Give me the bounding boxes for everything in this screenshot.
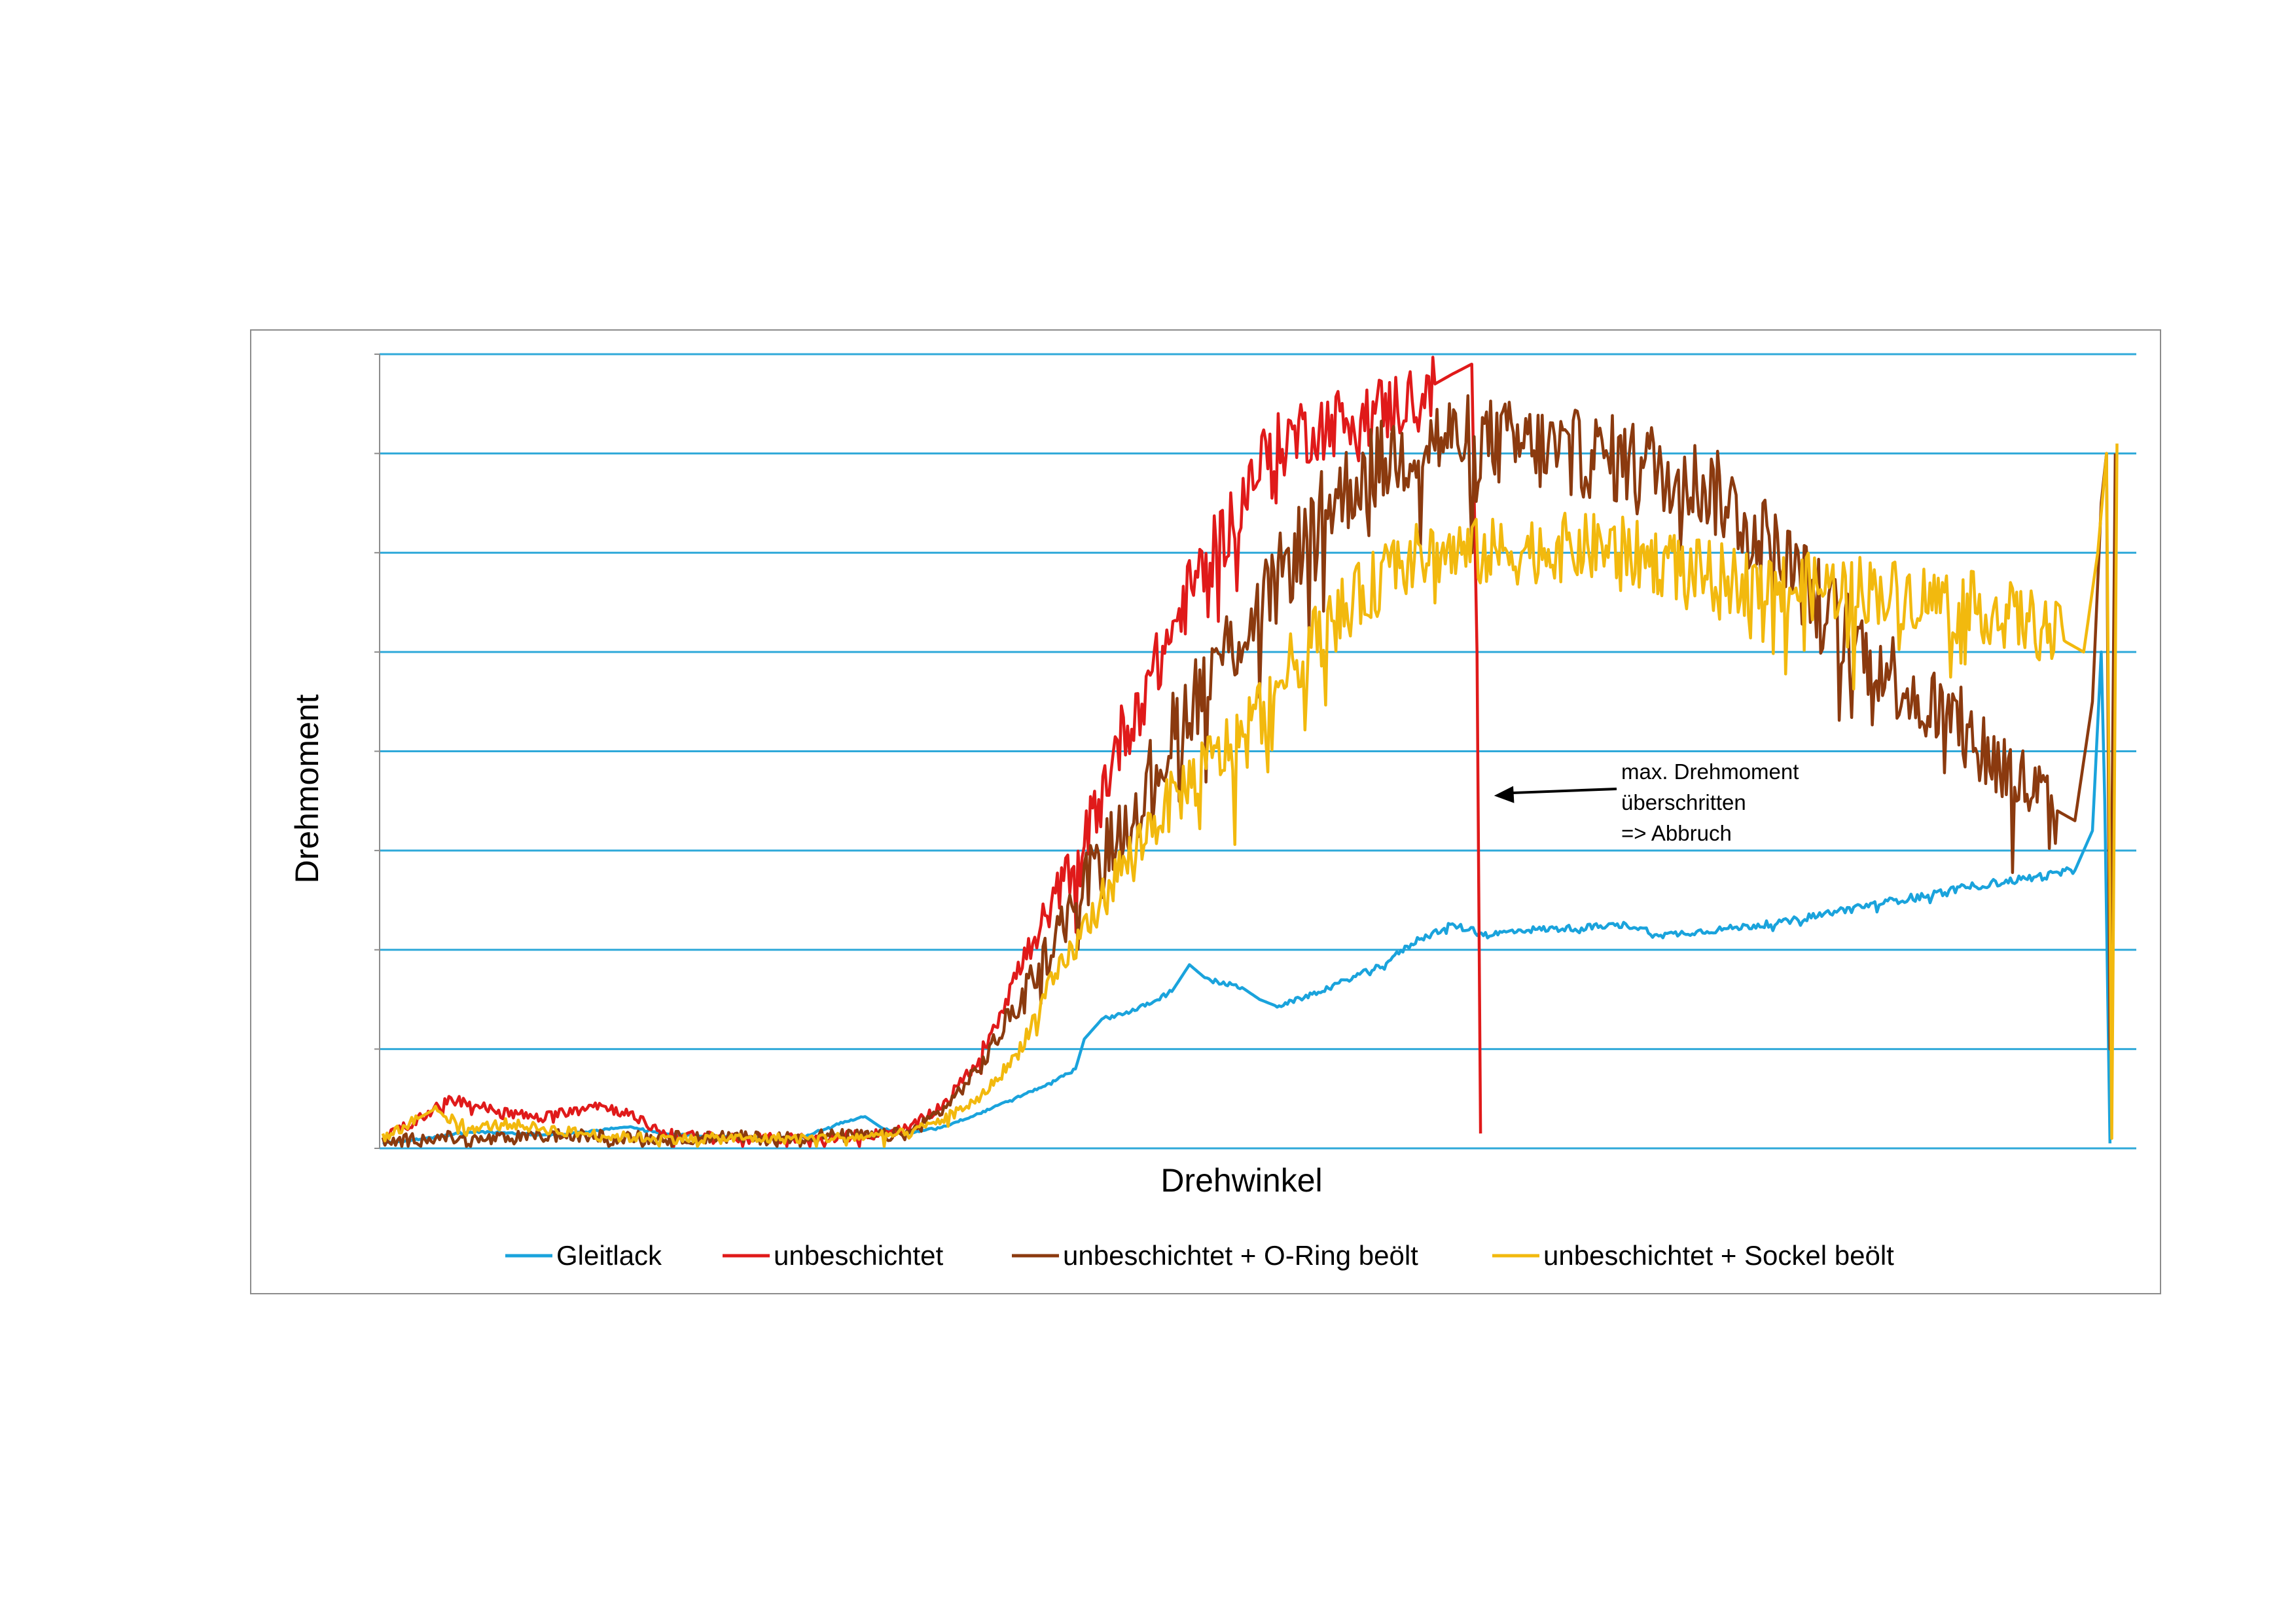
annotation: max. Drehmoment überschritten => Abbruch bbox=[1494, 759, 1799, 845]
y-axis-label: Drehmoment bbox=[289, 694, 325, 883]
legend-label: unbeschichtet + O-Ring beölt bbox=[1063, 1240, 1418, 1271]
annotation-arrow bbox=[1508, 788, 1617, 795]
series-line bbox=[382, 356, 1482, 1148]
series-group bbox=[381, 356, 2119, 1148]
legend-label: unbeschichtet bbox=[774, 1240, 944, 1271]
series-line bbox=[381, 443, 2119, 1148]
annotation-text: => Abbruch bbox=[1621, 821, 1732, 845]
x-axis-label: Drehwinkel bbox=[1160, 1162, 1322, 1199]
annotation-arrowhead bbox=[1494, 786, 1515, 803]
series-line bbox=[382, 650, 2112, 1146]
axes bbox=[374, 354, 380, 1149]
series-line bbox=[381, 394, 2117, 1148]
legend: Gleitlack unbeschichtet unbeschichtet + O-… bbox=[505, 1240, 1894, 1271]
gridlines bbox=[380, 353, 2136, 1150]
legend-label: unbeschichtet + Sockel beölt bbox=[1543, 1240, 1894, 1271]
annotation-text: überschritten bbox=[1621, 790, 1746, 814]
legend-label: Gleitlack bbox=[556, 1240, 662, 1271]
annotation-text: max. Drehmoment bbox=[1621, 759, 1799, 784]
